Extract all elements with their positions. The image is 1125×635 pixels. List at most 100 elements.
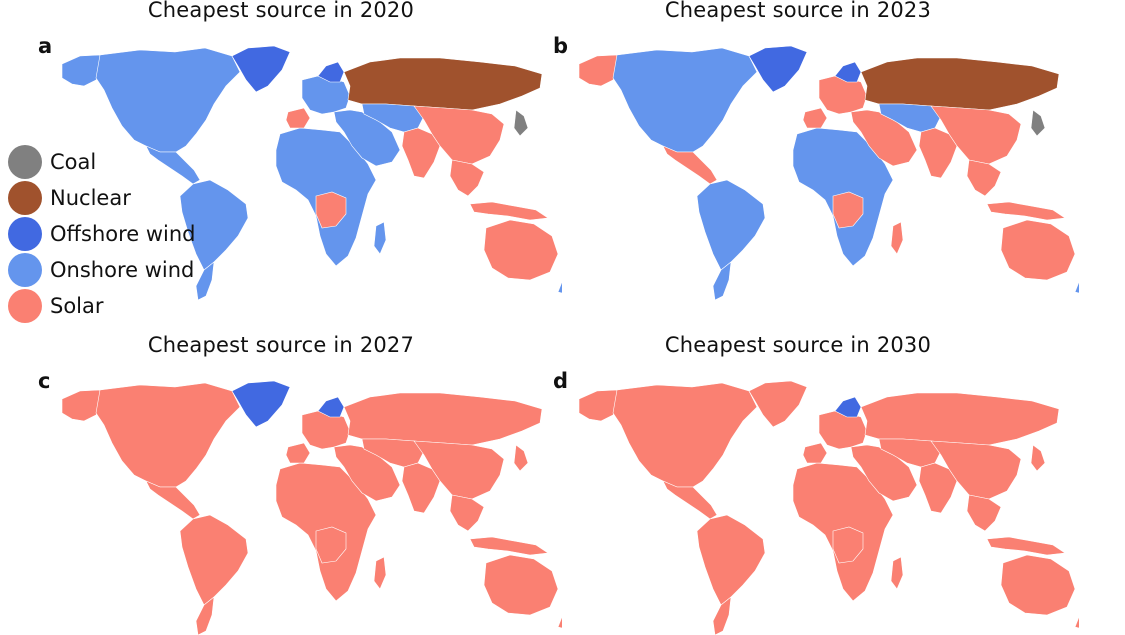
region-alaska [578, 54, 622, 87]
panel-2030: Cheapest source in 2030 d [517, 333, 1079, 635]
legend-label: Nuclear [50, 186, 131, 210]
region-southeast-asia [966, 159, 1002, 197]
region-central-africa [832, 526, 864, 564]
region-central-america [145, 145, 201, 185]
panel-letter: a [38, 34, 53, 58]
panel-2020: Cheapest source in 2020 a [0, 0, 562, 300]
nuclear-swatch-icon [8, 181, 42, 215]
region-greenland [231, 45, 291, 93]
region-japan [513, 109, 529, 137]
region-south-asia [401, 127, 441, 179]
region-alaska [61, 54, 105, 87]
region-madagascar [890, 556, 904, 590]
legend-label: Coal [50, 150, 97, 174]
panel-2023: Cheapest source in 2023 b [517, 0, 1079, 300]
region-russia [343, 57, 543, 111]
region-europe [301, 75, 351, 115]
panel-letter: d [553, 369, 569, 393]
region-madagascar [373, 221, 387, 255]
region-middle-east [333, 109, 401, 167]
region-indonesia [986, 536, 1066, 556]
region-russia [860, 57, 1060, 111]
region-southeast-asia [449, 159, 485, 197]
offshore-wind-swatch-icon [8, 217, 42, 251]
legend-item-nuclear: Nuclear [8, 180, 196, 216]
world-map-2027 [61, 380, 562, 635]
legend: Coal Nuclear Offshore wind Onshore wind … [8, 144, 196, 324]
world-map-2023 [578, 45, 1079, 300]
region-japan [1030, 109, 1046, 137]
region-china [413, 440, 505, 500]
legend-item-onshore-wind: Onshore wind [8, 252, 196, 288]
region-europe [818, 410, 868, 450]
region-greenland [748, 45, 808, 93]
world-map-2020 [61, 45, 562, 300]
region-south-america [696, 179, 766, 271]
region-indonesia [986, 201, 1066, 221]
region-iberia [285, 107, 311, 129]
panel-title: Cheapest source in 2023 [664, 0, 932, 22]
region-middle-east [850, 444, 918, 502]
region-south-america [179, 514, 249, 606]
region-iberia [802, 442, 828, 464]
region-japan [513, 444, 529, 472]
region-russia [860, 392, 1060, 446]
region-europe [301, 410, 351, 450]
region-indonesia [469, 536, 549, 556]
region-north-america [612, 47, 758, 153]
region-greenland [748, 380, 808, 428]
region-australia [1000, 219, 1076, 281]
region-central-america [145, 480, 201, 520]
region-north-america [95, 382, 241, 488]
region-central-africa [315, 526, 347, 564]
legend-label: Solar [50, 294, 104, 318]
legend-item-offshore-wind: Offshore wind [8, 216, 196, 252]
legend-label: Offshore wind [50, 222, 196, 246]
region-south-asia [918, 127, 958, 179]
region-madagascar [373, 556, 387, 590]
region-new-zealand [557, 281, 562, 294]
region-central-america [662, 480, 718, 520]
region-central-africa [832, 191, 864, 229]
region-south-asia [918, 462, 958, 514]
region-china [930, 105, 1022, 165]
legend-item-coal: Coal [8, 144, 196, 180]
region-patagonia [712, 261, 732, 300]
region-middle-east [850, 109, 918, 167]
region-iberia [802, 107, 828, 129]
region-south-america [179, 179, 249, 271]
region-alaska [61, 389, 105, 422]
world-map-2030 [578, 380, 1079, 635]
region-central-africa [315, 191, 347, 229]
onshore-wind-swatch-icon [8, 253, 42, 287]
panel-2027: Cheapest source in 2027 c [0, 333, 562, 635]
region-southeast-asia [966, 494, 1002, 532]
region-greenland [231, 380, 291, 428]
region-patagonia [195, 261, 215, 300]
region-china [413, 105, 505, 165]
region-south-america [696, 514, 766, 606]
solar-swatch-icon [8, 289, 42, 323]
panel-letter: b [553, 34, 569, 58]
region-southeast-asia [449, 494, 485, 532]
panel-letter: c [38, 369, 51, 393]
region-middle-east [333, 444, 401, 502]
region-iberia [285, 442, 311, 464]
panel-title: Cheapest source in 2030 [664, 333, 932, 357]
region-china [930, 440, 1022, 500]
region-japan [1030, 444, 1046, 472]
region-north-america [612, 382, 758, 488]
panel-title: Cheapest source in 2027 [147, 333, 415, 357]
region-indonesia [469, 201, 549, 221]
region-central-america [662, 145, 718, 185]
region-madagascar [890, 221, 904, 255]
coal-swatch-icon [8, 145, 42, 179]
region-south-asia [401, 462, 441, 514]
region-russia [343, 392, 543, 446]
panel-title: Cheapest source in 2020 [147, 0, 415, 22]
region-north-america [95, 47, 241, 153]
legend-item-solar: Solar [8, 288, 196, 324]
region-europe [818, 75, 868, 115]
region-new-zealand [1074, 616, 1079, 629]
region-australia [483, 219, 559, 281]
